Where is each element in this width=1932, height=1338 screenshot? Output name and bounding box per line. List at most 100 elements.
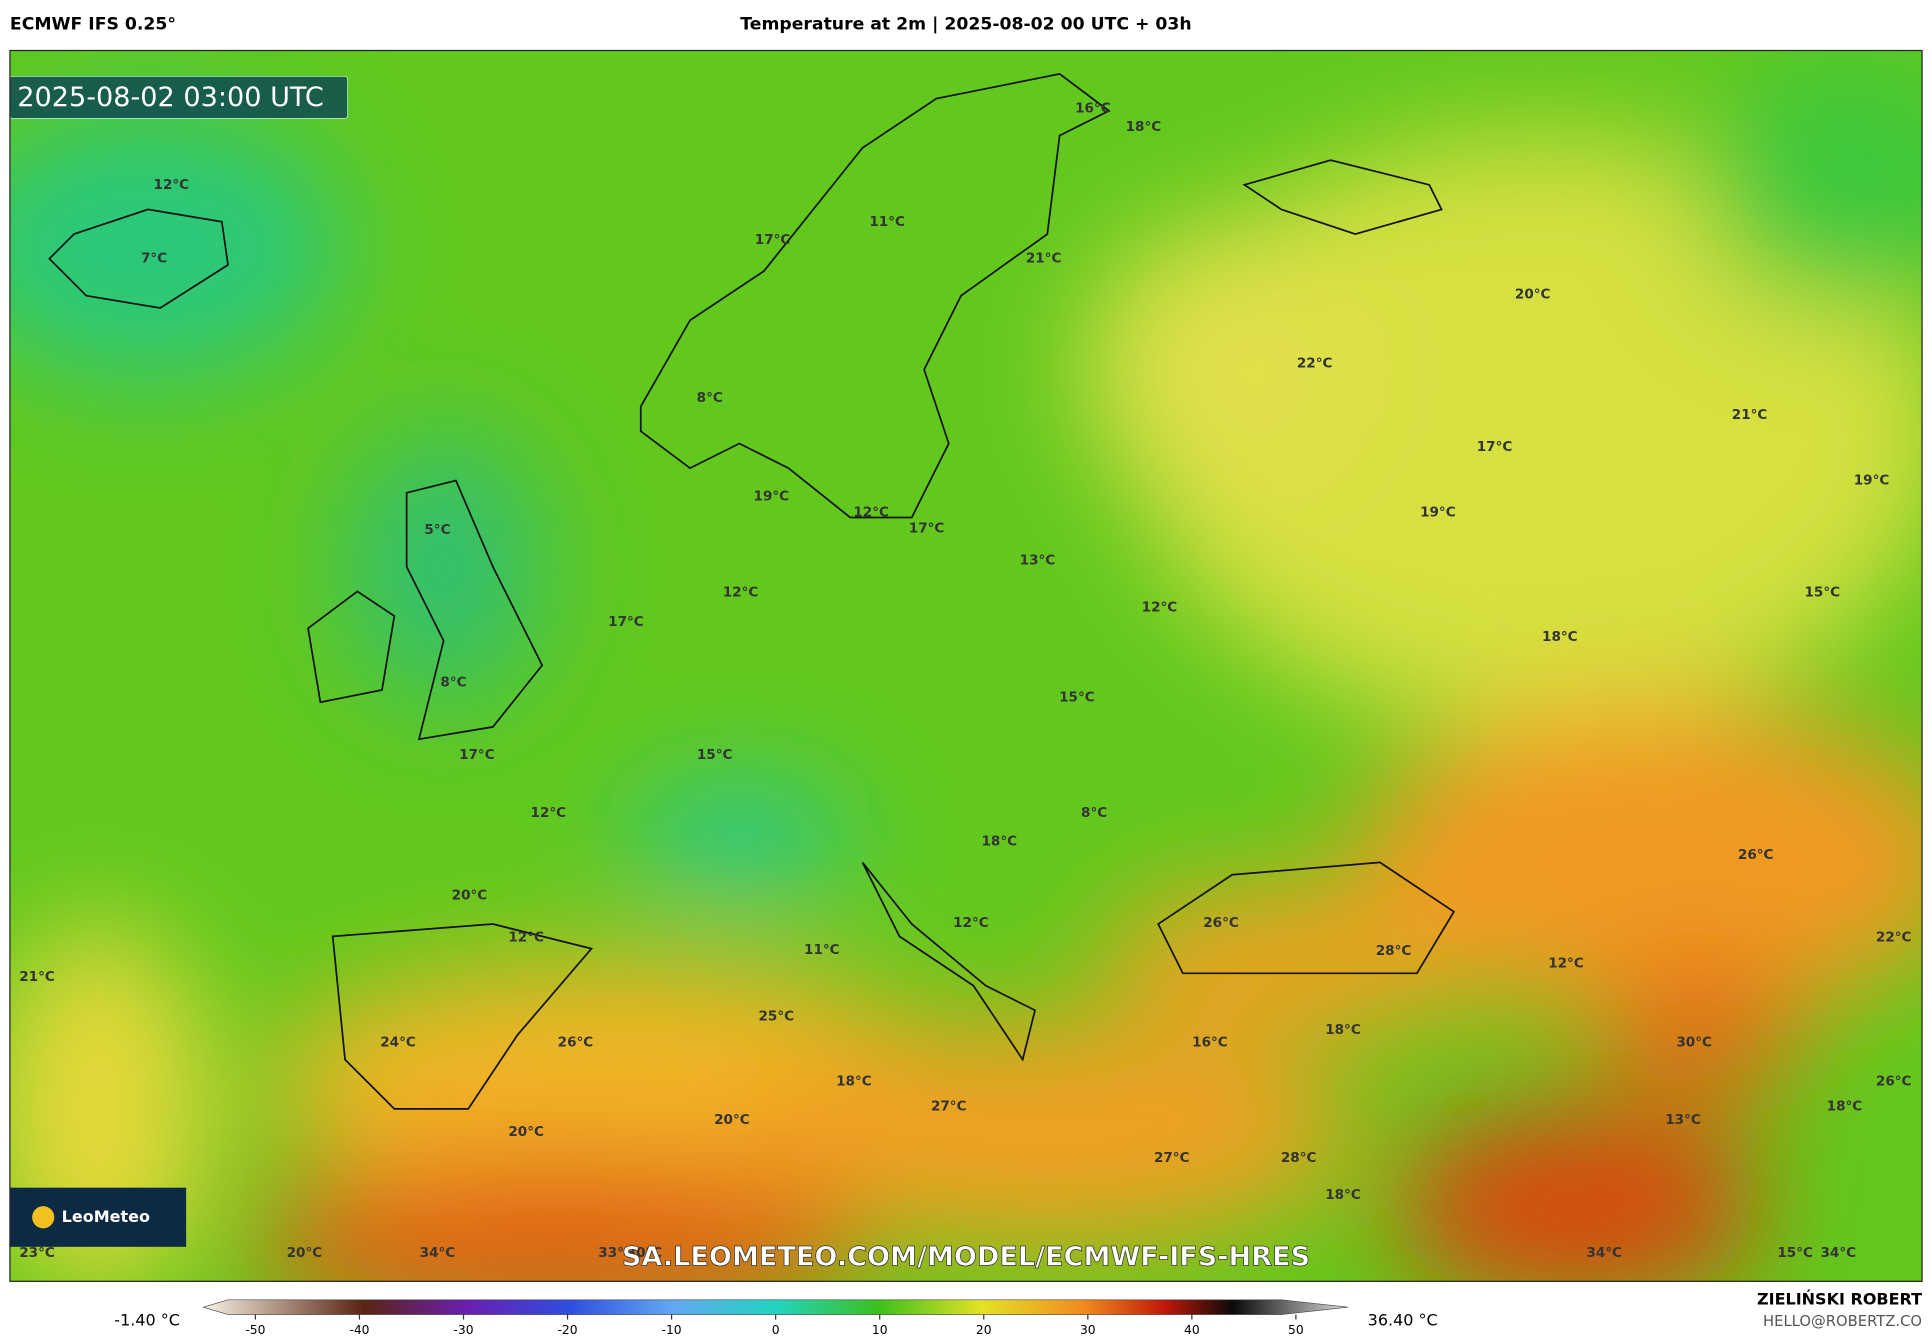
temperature-label: 17°C [909, 521, 945, 537]
temperature-label: 26°C [1738, 847, 1774, 863]
coastline [307, 479, 544, 741]
temperature-label: 12°C [723, 585, 759, 601]
temperature-label: 7°C [141, 251, 167, 267]
temperature-label: 12°C [1548, 955, 1584, 971]
author-email: HELLO@ROBERTZ.CO [1763, 1313, 1922, 1330]
model-name: ECMWF IFS 0.25° [10, 15, 176, 35]
temperature-label: 19°C [754, 489, 790, 505]
temperature-label: 16°C [1075, 100, 1111, 116]
coastline [639, 73, 1111, 519]
temperature-label: 20°C [714, 1112, 750, 1128]
author-name: ZIELIŃSKI ROBERT [1757, 1289, 1922, 1308]
temperature-label: 5°C [424, 522, 450, 538]
temperature-label: 33°C [598, 1245, 634, 1261]
colorbar-tick-label: 20 [976, 1323, 992, 1337]
logo-sun [32, 1206, 55, 1229]
temperature-label: 17°C [1477, 439, 1513, 455]
temperature-label: 28°C [1376, 943, 1412, 959]
temperature-label: 26°C [558, 1034, 594, 1050]
timestamp-box [9, 76, 348, 119]
temperature-label: 23°C [19, 1245, 55, 1261]
temperature-label: 20°C [1515, 286, 1551, 302]
temperature-label: 26°C [1203, 915, 1239, 931]
colorbar-tick-label: 30 [1080, 1323, 1096, 1337]
timestamp: 2025-08-02 03:00 UTC [17, 82, 323, 113]
temperature-label: 15°C [1804, 585, 1840, 601]
coastline [331, 923, 594, 1110]
colorbar-tick-label: 0 [772, 1323, 780, 1337]
temperature-label: 18°C [836, 1074, 872, 1090]
temperature-label: 8°C [1081, 805, 1107, 821]
temperature-label: 21°C [1026, 251, 1062, 267]
temperature-label: 18°C [1126, 119, 1162, 135]
temperature-labels: 16°C 18°C 12°C 7°C 17°C 11°C 21°C 20°C 22°C 8°C 21… [19, 100, 1911, 1261]
temperature-label: 11°C [869, 214, 905, 230]
temperature-label: 17°C [755, 232, 791, 248]
temperature-label: 12°C [853, 505, 889, 521]
temperature-label: 15°C [1777, 1245, 1813, 1261]
temperature-label: 30°C [1676, 1034, 1712, 1050]
temperature-label: 27°C [1154, 1150, 1190, 1166]
temperature-label: 20°C [287, 1245, 323, 1261]
temperature-label: 18°C [1325, 1187, 1361, 1203]
temperature-label: 22°C [1876, 930, 1912, 946]
temperature-label: 18°C [1827, 1098, 1863, 1114]
temperature-label: 21°C [19, 969, 55, 985]
temperature-label: 15°C [697, 747, 733, 763]
temperature-label: 26°C [1876, 1074, 1912, 1090]
min-label: -1.40 °C [114, 1310, 180, 1329]
colorbar-tick-label: -50 [245, 1323, 265, 1337]
temperature-label: 20°C [508, 1124, 544, 1140]
colorbar-tick-label: 10 [872, 1323, 888, 1337]
temperature-label: 28°C [1281, 1150, 1317, 1166]
temperature-label: 11°C [804, 942, 840, 958]
temperature-label: 30°C [627, 1245, 663, 1261]
map-frame [9, 49, 1923, 1282]
coastline [1242, 159, 1443, 235]
coastline [1157, 861, 1456, 975]
colorbar: -1.40 °C 36.40 °C -50 -40 -30 -20 -10 0 10 20 30… [114, 1299, 1438, 1337]
temperature-label: 19°C [1420, 505, 1456, 521]
temperature-label: 13°C [1020, 553, 1056, 569]
temperature-label: 18°C [1542, 629, 1578, 645]
temperature-label: 8°C [440, 675, 466, 691]
temperature-label: 12°C [953, 915, 989, 931]
temperature-label: 24°C [380, 1034, 416, 1050]
temperature-label: 17°C [459, 747, 495, 763]
colorbar-tick-label: -40 [349, 1323, 369, 1337]
temperature-label: 12°C [1142, 599, 1178, 615]
temperature-label: 16°C [1192, 1034, 1228, 1050]
colorbar-tick-label: -20 [557, 1323, 577, 1337]
colorbar-tick-label: -30 [453, 1323, 473, 1337]
colorbar-tick-label: -10 [662, 1323, 682, 1337]
temperature-label: 18°C [1325, 1022, 1361, 1038]
map-title: Temperature at 2m | 2025-08-02 00 UTC + … [740, 15, 1191, 35]
map-area: 2025-08-02 03:00 UTC 16°C 18°C 12°C 7°C 17°C… [9, 50, 1923, 1282]
colorbar-ramp [202, 1299, 1348, 1315]
temperature-label: 34°C [1586, 1245, 1622, 1261]
colorbar-tick-label: 40 [1184, 1323, 1200, 1337]
coastline [48, 208, 229, 309]
temperature-label: 21°C [1732, 407, 1768, 423]
coastline [861, 861, 1036, 1062]
temperature-label: 27°C [931, 1098, 967, 1114]
source-url: SA.LEOMETEO.COM/MODEL/ECMWF-IFS-HRES [622, 1241, 1310, 1272]
temperature-label: 8°C [697, 390, 723, 406]
temperature-label: 12°C [154, 177, 190, 193]
logo-text: LeoMeteo [62, 1207, 150, 1226]
temperature-label: 22°C [1297, 355, 1333, 371]
temperature-label: 34°C [420, 1245, 456, 1261]
temperature-label: 20°C [452, 888, 488, 904]
temperature-label: 17°C [608, 614, 644, 630]
temperature-label: 25°C [758, 1008, 794, 1024]
temperature-label: 13°C [1665, 1112, 1701, 1128]
max-label: 36.40 °C [1368, 1310, 1438, 1329]
colorbar-tick-label: 50 [1288, 1323, 1304, 1337]
temperature-label: 18°C [981, 833, 1017, 849]
temperature-label: 19°C [1854, 472, 1890, 488]
temperature-label: 34°C [1820, 1245, 1856, 1261]
temperature-label: 12°C [531, 805, 567, 821]
temperature-label: 15°C [1059, 689, 1095, 705]
